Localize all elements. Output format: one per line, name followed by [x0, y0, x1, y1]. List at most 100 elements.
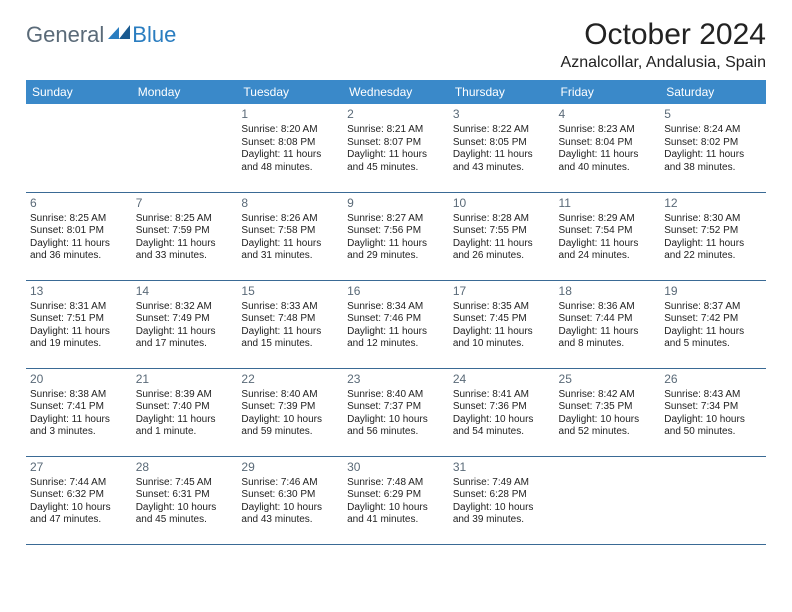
- calendar-cell: 26 Sunrise: 8:43 AMSunset: 7:34 PMDayligh…: [660, 368, 766, 456]
- calendar-cell: 31 Sunrise: 7:49 AMSunset: 6:28 PMDayligh…: [449, 456, 555, 544]
- day-number: 2: [347, 107, 445, 122]
- calendar-cell: 17 Sunrise: 8:35 AMSunset: 7:45 PMDayligh…: [449, 280, 555, 368]
- dow-header: Sunday: [26, 80, 132, 104]
- day-info: Sunrise: 8:30 AMSunset: 7:52 PMDaylight:…: [664, 213, 762, 263]
- calendar-cell: [26, 104, 132, 192]
- calendar-cell: 11Sunrise: 8:29 AMSunset: 7:54 PMDayligh…: [555, 192, 661, 280]
- day-info: Sunrise: 8:40 AMSunset: 7:37 PMDaylight:…: [347, 389, 445, 439]
- calendar-cell: 8 Sunrise: 8:26 AMSunset: 7:58 PMDaylight…: [237, 192, 343, 280]
- calendar-cell: 23 Sunrise: 8:40 AMSunset: 7:37 PMDayligh…: [343, 368, 449, 456]
- calendar-cell: 14Sunrise: 8:32 AMSunset: 7:49 PMDayligh…: [132, 280, 238, 368]
- calendar-cell: 21 Sunrise: 8:39 AMSunset: 7:40 PMDayligh…: [132, 368, 238, 456]
- calendar-week-row: 1 Sunrise: 8:20 AMSunset: 8:08 PMDaylight…: [26, 104, 766, 192]
- day-number: 23: [347, 372, 445, 387]
- day-info: Sunrise: 8:24 AMSunset: 8:02 PMDaylight:…: [664, 124, 762, 174]
- calendar-cell: 7 Sunrise: 8:25 AMSunset: 7:59 PMDaylight…: [132, 192, 238, 280]
- day-number: 30: [347, 460, 445, 475]
- calendar-body: 1 Sunrise: 8:20 AMSunset: 8:08 PMDaylight…: [26, 104, 766, 544]
- month-title: October 2024: [561, 18, 766, 52]
- day-number: 26: [664, 372, 762, 387]
- day-info: Sunrise: 8:39 AMSunset: 7:40 PMDaylight:…: [136, 389, 234, 439]
- day-info: Sunrise: 7:49 AMSunset: 6:28 PMDaylight:…: [453, 477, 551, 527]
- brand-logo: General Blue: [26, 18, 176, 48]
- day-info: Sunrise: 8:40 AMSunset: 7:39 PMDaylight:…: [241, 389, 339, 439]
- day-info: Sunrise: 8:25 AMSunset: 7:59 PMDaylight:…: [136, 213, 234, 263]
- calendar-cell: 22 Sunrise: 8:40 AMSunset: 7:39 PMDayligh…: [237, 368, 343, 456]
- dow-row: SundayMondayTuesdayWednesdayThursdayFrid…: [26, 80, 766, 104]
- calendar-cell: 28 Sunrise: 7:45 AMSunset: 6:31 PMDayligh…: [132, 456, 238, 544]
- calendar-cell: 6Sunrise: 8:25 AMSunset: 8:01 PMDaylight…: [26, 192, 132, 280]
- calendar-cell: 25Sunrise: 8:42 AMSunset: 7:35 PMDayligh…: [555, 368, 661, 456]
- day-info: Sunrise: 8:31 AMSunset: 7:51 PMDaylight:…: [30, 301, 128, 351]
- calendar-table: SundayMondayTuesdayWednesdayThursdayFrid…: [26, 80, 766, 545]
- day-number: 6: [30, 196, 128, 211]
- day-number: 10: [453, 196, 551, 211]
- day-info: Sunrise: 8:34 AMSunset: 7:46 PMDaylight:…: [347, 301, 445, 351]
- location-text: Aznalcollar, Andalusia, Spain: [561, 54, 766, 72]
- calendar-cell: 24 Sunrise: 8:41 AMSunset: 7:36 PMDayligh…: [449, 368, 555, 456]
- day-number: 31: [453, 460, 551, 475]
- day-info: Sunrise: 7:44 AMSunset: 6:32 PMDaylight:…: [30, 477, 128, 527]
- day-info: Sunrise: 8:21 AMSunset: 8:07 PMDaylight:…: [347, 124, 445, 174]
- day-number: 13: [30, 284, 128, 299]
- day-number: 28: [136, 460, 234, 475]
- day-number: 25: [559, 372, 657, 387]
- day-number: 20: [30, 372, 128, 387]
- day-info: Sunrise: 7:45 AMSunset: 6:31 PMDaylight:…: [136, 477, 234, 527]
- calendar-week-row: 20Sunrise: 8:38 AMSunset: 7:41 PMDayligh…: [26, 368, 766, 456]
- day-info: Sunrise: 8:22 AMSunset: 8:05 PMDaylight:…: [453, 124, 551, 174]
- calendar-cell: 18Sunrise: 8:36 AMSunset: 7:44 PMDayligh…: [555, 280, 661, 368]
- calendar-cell: 5Sunrise: 8:24 AMSunset: 8:02 PMDaylight…: [660, 104, 766, 192]
- day-info: Sunrise: 8:41 AMSunset: 7:36 PMDaylight:…: [453, 389, 551, 439]
- day-number: 3: [453, 107, 551, 122]
- calendar-cell: 12Sunrise: 8:30 AMSunset: 7:52 PMDayligh…: [660, 192, 766, 280]
- day-number: 17: [453, 284, 551, 299]
- day-info: Sunrise: 8:43 AMSunset: 7:34 PMDaylight:…: [664, 389, 762, 439]
- calendar-cell: 3 Sunrise: 8:22 AMSunset: 8:05 PMDaylight…: [449, 104, 555, 192]
- dow-header: Saturday: [660, 80, 766, 104]
- day-info: Sunrise: 8:29 AMSunset: 7:54 PMDaylight:…: [559, 213, 657, 263]
- day-number: 22: [241, 372, 339, 387]
- day-number: 24: [453, 372, 551, 387]
- calendar-cell: 16Sunrise: 8:34 AMSunset: 7:46 PMDayligh…: [343, 280, 449, 368]
- day-number: 7: [136, 196, 234, 211]
- day-info: Sunrise: 8:26 AMSunset: 7:58 PMDaylight:…: [241, 213, 339, 263]
- day-number: 4: [559, 107, 657, 122]
- calendar-cell: 13 Sunrise: 8:31 AMSunset: 7:51 PMDayligh…: [26, 280, 132, 368]
- day-info: Sunrise: 8:37 AMSunset: 7:42 PMDaylight:…: [664, 301, 762, 351]
- calendar-week-row: 27Sunrise: 7:44 AMSunset: 6:32 PMDayligh…: [26, 456, 766, 544]
- calendar-cell: [555, 456, 661, 544]
- calendar-cell: [660, 456, 766, 544]
- day-number: 9: [347, 196, 445, 211]
- calendar-cell: 10 Sunrise: 8:28 AMSunset: 7:55 PMDayligh…: [449, 192, 555, 280]
- calendar-cell: 30Sunrise: 7:48 AMSunset: 6:29 PMDayligh…: [343, 456, 449, 544]
- day-info: Sunrise: 8:28 AMSunset: 7:55 PMDaylight:…: [453, 213, 551, 263]
- day-number: 21: [136, 372, 234, 387]
- dow-header: Tuesday: [237, 80, 343, 104]
- brand-text-general: General: [26, 22, 104, 48]
- brand-text-blue: Blue: [132, 22, 176, 48]
- day-number: 1: [241, 107, 339, 122]
- day-info: Sunrise: 8:32 AMSunset: 7:49 PMDaylight:…: [136, 301, 234, 351]
- day-info: Sunrise: 8:36 AMSunset: 7:44 PMDaylight:…: [559, 301, 657, 351]
- day-number: 19: [664, 284, 762, 299]
- calendar-cell: 4 Sunrise: 8:23 AMSunset: 8:04 PMDaylight…: [555, 104, 661, 192]
- dow-header: Monday: [132, 80, 238, 104]
- day-number: 8: [241, 196, 339, 211]
- calendar-cell: 15 Sunrise: 8:33 AMSunset: 7:48 PMDayligh…: [237, 280, 343, 368]
- calendar-cell: 27Sunrise: 7:44 AMSunset: 6:32 PMDayligh…: [26, 456, 132, 544]
- calendar-cell: 1 Sunrise: 8:20 AMSunset: 8:08 PMDaylight…: [237, 104, 343, 192]
- day-info: Sunrise: 8:33 AMSunset: 7:48 PMDaylight:…: [241, 301, 339, 351]
- dow-header: Friday: [555, 80, 661, 104]
- calendar-cell: 29Sunrise: 7:46 AMSunset: 6:30 PMDayligh…: [237, 456, 343, 544]
- title-block: October 2024 Aznalcollar, Andalusia, Spa…: [561, 18, 766, 72]
- day-info: Sunrise: 8:35 AMSunset: 7:45 PMDaylight:…: [453, 301, 551, 351]
- calendar-cell: 20Sunrise: 8:38 AMSunset: 7:41 PMDayligh…: [26, 368, 132, 456]
- day-number: 15: [241, 284, 339, 299]
- day-number: 29: [241, 460, 339, 475]
- day-info: Sunrise: 8:20 AMSunset: 8:08 PMDaylight:…: [241, 124, 339, 174]
- day-info: Sunrise: 8:23 AMSunset: 8:04 PMDaylight:…: [559, 124, 657, 174]
- header: General Blue October 2024 Aznalcollar, A…: [26, 18, 766, 72]
- day-info: Sunrise: 8:27 AMSunset: 7:56 PMDaylight:…: [347, 213, 445, 263]
- calendar-cell: 2 Sunrise: 8:21 AMSunset: 8:07 PMDaylight…: [343, 104, 449, 192]
